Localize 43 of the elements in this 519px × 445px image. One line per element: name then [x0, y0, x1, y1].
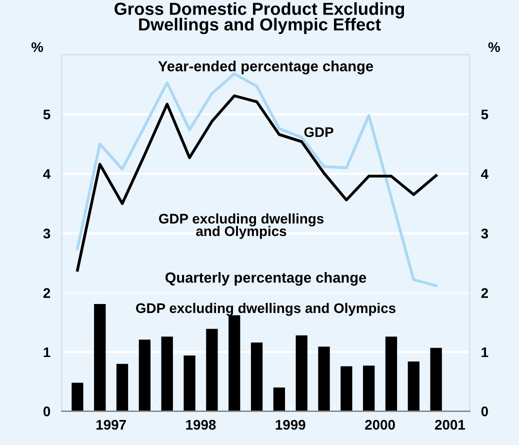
- x-tick-label: 2001: [435, 420, 466, 430]
- y-tick-label: 3: [43, 228, 50, 238]
- y-tick-label: 5: [43, 110, 50, 120]
- line-series: [76, 94, 438, 272]
- bar: [228, 315, 240, 412]
- y2-tick-label: 1: [482, 347, 488, 358]
- x-tick-label: 2000: [365, 420, 395, 430]
- annotation: Quarterly percentage change: [165, 272, 366, 286]
- bar: [206, 328, 218, 412]
- bar: [161, 336, 173, 412]
- bar: [318, 346, 330, 412]
- y2-tick-label: 3: [481, 228, 488, 238]
- bar: [296, 335, 308, 412]
- bar: [138, 340, 151, 412]
- y-tick-label: 4: [43, 169, 51, 179]
- bar: [340, 366, 352, 412]
- y2-axis-title: %: [488, 42, 500, 52]
- chart-title: Gross Domestic Product Excluding Dwellings and Olympic Effect: [114, 2, 404, 34]
- series-label: GDP excluding dwellings and Olympics: [136, 302, 396, 316]
- bar: [385, 336, 398, 412]
- bar: [250, 342, 263, 412]
- bar: [94, 304, 106, 412]
- series-label: GDP excluding dwellings and Olympics: [158, 213, 324, 239]
- y2-tick-label: 5: [481, 110, 488, 120]
- bar: [72, 382, 84, 412]
- bar: [363, 366, 375, 412]
- y2-tick-label: 4: [481, 169, 488, 179]
- x-tick-label: 1999: [276, 420, 306, 430]
- y-tick-label: 0: [43, 406, 50, 416]
- y-axis-title: %: [31, 42, 44, 52]
- annotation: Year-ended percentage change: [158, 60, 374, 74]
- x-tick-label: 1998: [186, 420, 216, 430]
- bar: [430, 348, 442, 412]
- bar: [116, 364, 128, 412]
- y2-tick-label: 0: [481, 406, 488, 416]
- series-label: GDP: [304, 127, 334, 138]
- bar: [273, 388, 286, 412]
- x-tick-label: 1997: [96, 420, 126, 430]
- y2-tick-label: 2: [481, 288, 488, 298]
- bar: [184, 356, 196, 412]
- y-tick-label: 2: [43, 288, 50, 298]
- bar: [408, 361, 420, 412]
- y-tick-label: 1: [44, 347, 50, 358]
